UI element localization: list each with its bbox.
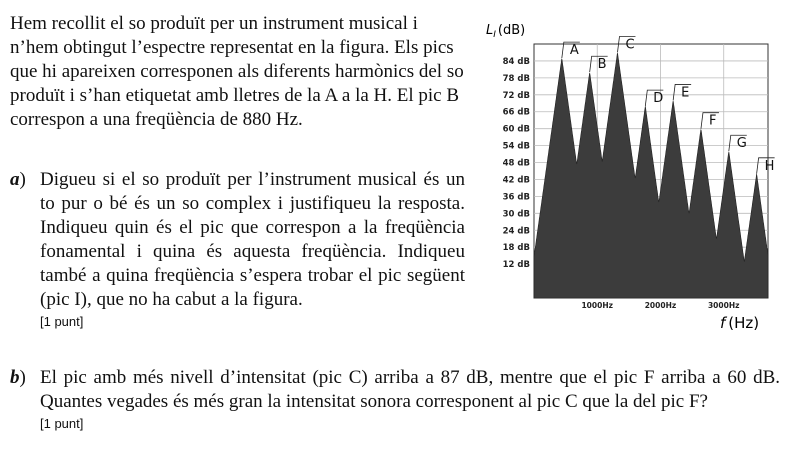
peak-leader-line [728,134,747,152]
x-axis-symbol: f [720,314,728,332]
y-axis-symbol: L [486,23,493,38]
peak-leader-line [561,41,580,59]
question-b: b) El pic amb més nivell d’intensitat (p… [10,366,780,433]
x-tick-label: 2000Hz [645,301,677,310]
y-tick-label: 60 dB [503,125,530,135]
y-tick-label: 30 dB [503,209,530,219]
y-tick-label: 84 dB [503,57,530,67]
y-axis-subscript: I [493,30,496,40]
question-b-label: b) [10,367,26,388]
y-tick-label: 24 dB [503,226,530,236]
x-axis-unit: (Hz) [728,314,759,332]
y-axis-unit: (dB) [498,23,525,38]
question-a-label: a) [10,169,26,190]
peak-leader-line [700,112,719,129]
y-tick-label: 72 dB [503,91,530,101]
question-b-points: [1 punt] [40,416,84,431]
peak-leader-line [756,157,775,174]
peak-label: B [598,57,607,72]
x-tick-label: 1000Hz [581,301,613,310]
question-a-letter: a [10,169,20,190]
question-a: a) Digueu si el so produït per l’instrum… [10,168,465,331]
x-axis-label: f (Hz) [720,314,759,332]
peak-label: E [681,85,689,100]
y-tick-label: 66 dB [503,108,530,118]
y-tick-label: 54 dB [503,142,530,152]
peak-label: G [737,136,747,151]
intro-paragraph: Hem recollit el so produït per un instru… [10,13,464,130]
x-tick-label: 3000Hz [708,301,740,310]
peak-label: H [765,159,775,174]
question-b-text: El pic amb més nivell d’intensitat (pic … [40,367,780,412]
peak-leader-line [644,89,664,107]
peak-label: A [570,43,579,58]
peak-label: C [625,37,634,52]
y-tick-label: 36 dB [503,192,530,202]
y-tick-label: 12 dB [503,260,530,270]
peak-label: F [709,114,716,129]
peak-label: D [653,91,663,106]
y-axis-label: LI (dB) [486,23,525,40]
y-tick-label: 18 dB [503,243,530,253]
peak-leader-line [617,36,636,53]
question-a-text: Digueu si el so produït per l’instrument… [40,169,465,310]
question-b-letter: b [10,367,20,388]
peak-leader-line [672,84,692,101]
y-tick-label: 48 dB [503,159,530,169]
peak-leader-line [589,55,608,73]
plot-area: 84 dB 78 dB 72 dB 66 dB 60 dB 54 dB 48 dB 42 dB… [503,36,775,310]
spectrum-chart: LI (dB) 84 dB 78 dB 72 dB 66 dB 60 dB 54 dB 48 … [486,23,775,332]
question-a-points: [1 punt] [40,314,84,329]
y-tick-label: 78 dB [503,74,530,84]
spectrum-area [533,52,769,299]
y-tick-label: 42 dB [503,175,530,185]
